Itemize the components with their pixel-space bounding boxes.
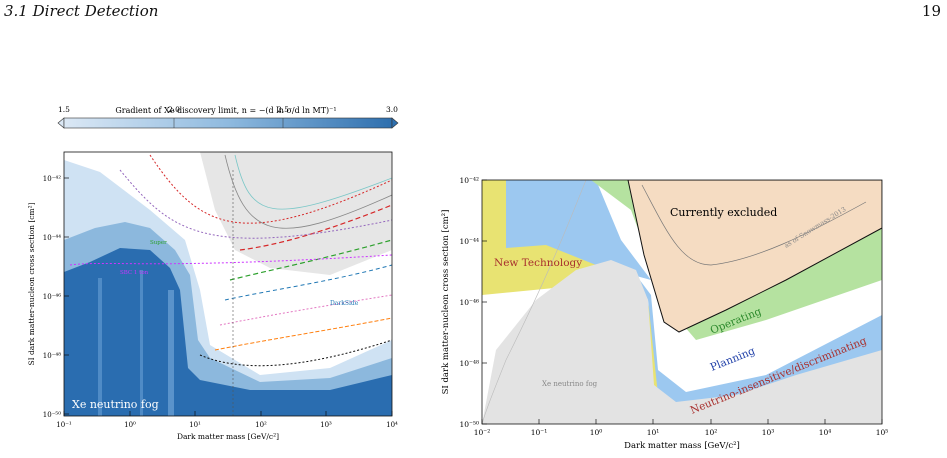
y-tick: 10⁻⁵⁰ bbox=[43, 411, 61, 419]
x-tick: 10⁵ bbox=[876, 428, 889, 437]
colorbar-tick: 1.5 bbox=[58, 105, 70, 114]
y-tick: 10⁻⁵⁰ bbox=[459, 420, 479, 429]
y-tick: 10⁻⁴² bbox=[43, 175, 61, 183]
x-tick: 10⁴ bbox=[386, 421, 398, 429]
snowmass-curve bbox=[641, 184, 867, 266]
fog-label: Xe neutrino fog bbox=[542, 380, 598, 388]
page-header: 3.1 Direct Detection 19 bbox=[0, 0, 947, 26]
colorbar: 1.5 2.0 2.5 3.0 bbox=[57, 105, 399, 129]
colorbar-tick: 2.5 bbox=[277, 105, 289, 114]
left-fog-dark bbox=[64, 248, 392, 416]
x-tick: 10⁻¹ bbox=[56, 421, 72, 429]
excluded-region bbox=[627, 180, 882, 333]
left-figure: Gradient of Xe discovery limit, n = −(d … bbox=[27, 105, 399, 441]
fog-region bbox=[482, 260, 882, 424]
right-figure: Currently excluded as of Snowmass-2013 N… bbox=[441, 176, 888, 451]
left-excluded-region bbox=[200, 152, 392, 275]
new-technology-label: New Technology bbox=[494, 257, 582, 269]
x-tick: 10⁻¹ bbox=[531, 428, 548, 437]
planning-region-lower bbox=[636, 275, 882, 410]
left-plot-area: SBC 1 ton Super DarkSide Xe neutrino fog… bbox=[27, 151, 398, 441]
x-tick: 10² bbox=[705, 428, 718, 437]
y-tick: 10⁻⁴² bbox=[459, 176, 479, 185]
y-axis-label: SI dark matter-nucleon cross section [cm… bbox=[441, 210, 451, 395]
x-tick: 10³ bbox=[320, 421, 332, 429]
y-tick: 10⁻⁴⁸ bbox=[43, 352, 61, 360]
page-number: 19 bbox=[921, 2, 941, 20]
fog-label: Xe neutrino fog bbox=[72, 398, 159, 411]
y-tick: 10⁻⁴⁴ bbox=[43, 234, 61, 242]
planning-region-upper bbox=[506, 180, 651, 280]
curve-label: SBC 1 ton bbox=[120, 270, 149, 276]
colorbar-tick: 2.0 bbox=[168, 105, 180, 114]
colorbar-tick: 3.0 bbox=[386, 105, 398, 114]
x-axis-label: Dark matter mass [GeV/c²] bbox=[177, 432, 279, 441]
x-tick: 10³ bbox=[762, 428, 775, 437]
section-title: 3.1 Direct Detection bbox=[4, 2, 159, 20]
y-tick: 10⁻⁴⁴ bbox=[459, 237, 479, 246]
right-plot-area: Currently excluded as of Snowmass-2013 N… bbox=[441, 176, 888, 451]
x-tick: 10⁰ bbox=[590, 428, 603, 437]
colorbar-label: Gradient of Xe discovery limit, n = −(d … bbox=[115, 106, 336, 115]
y-axis-label: SI dark matter-nucleon cross section [cm… bbox=[27, 202, 36, 365]
x-tick: 10¹ bbox=[189, 421, 201, 429]
y-tick: 10⁻⁴⁶ bbox=[43, 293, 61, 301]
x-tick: 10² bbox=[255, 421, 267, 429]
x-tick: 10⁻² bbox=[474, 428, 491, 437]
x-tick: 10⁰ bbox=[124, 421, 136, 429]
x-tick: 10⁴ bbox=[819, 428, 832, 437]
y-tick: 10⁻⁴⁸ bbox=[459, 359, 479, 368]
excluded-label: Currently excluded bbox=[670, 206, 777, 219]
x-axis-label: Dark matter mass [GeV/c²] bbox=[624, 441, 740, 451]
y-tick: 10⁻⁴⁶ bbox=[459, 298, 479, 307]
curve-label: Super bbox=[150, 240, 167, 246]
curve-label: DarkSide bbox=[330, 300, 359, 307]
x-tick: 10¹ bbox=[647, 428, 660, 437]
